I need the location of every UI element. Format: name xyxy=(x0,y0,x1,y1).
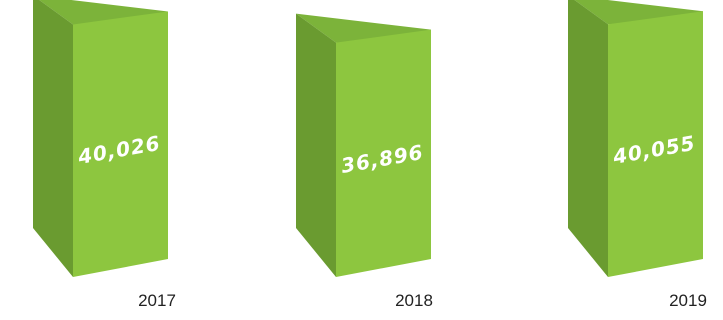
bar-2018: 36,896 xyxy=(296,13,431,277)
category-label-2017: 2017 xyxy=(138,291,176,310)
bar-front-face xyxy=(73,11,168,277)
bar-2019: 40,055 xyxy=(568,0,703,277)
bar-2017: 40,026 xyxy=(33,0,168,277)
bar-side-face xyxy=(296,13,336,277)
bar-side-face xyxy=(33,0,73,277)
category-label-2018: 2018 xyxy=(395,291,433,310)
bar-front-face xyxy=(336,29,431,277)
category-label-2019: 2019 xyxy=(669,291,707,310)
bar-front-face xyxy=(608,11,703,277)
bar-side-face xyxy=(568,0,608,277)
